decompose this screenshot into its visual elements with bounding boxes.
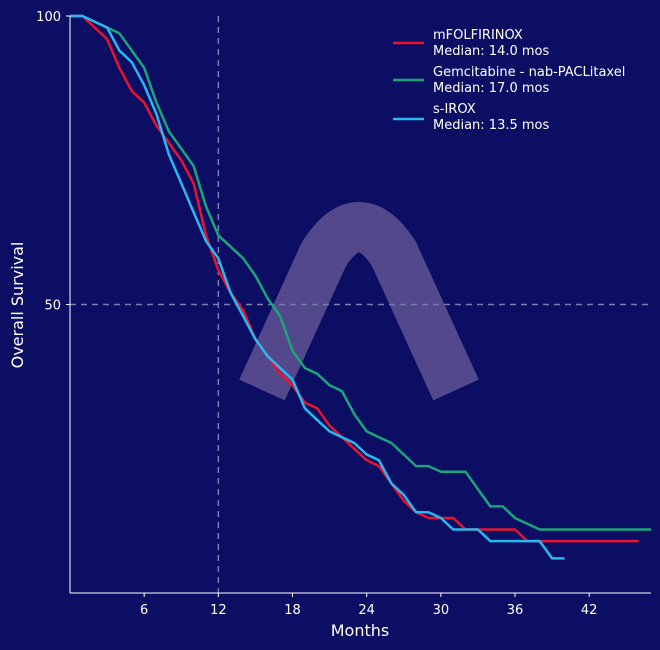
- legend: mFOLFIRINOX Median: 14.0 mos Gemcitabine…: [393, 28, 625, 133]
- ticks: 6 12 18 24 30 36 42 50 100: [36, 10, 597, 618]
- legend-label-s-irox: s-IROX: [433, 102, 476, 117]
- series-line-gemcitabine: [70, 14, 651, 531]
- x-axis-title: Months: [331, 621, 389, 640]
- x-tick-label: 24: [358, 603, 375, 618]
- x-tick-label: 42: [581, 603, 598, 618]
- series-line-s-irox: [70, 14, 565, 560]
- x-tick-label: 12: [210, 603, 227, 618]
- series-line-mfolfirinox: [70, 14, 639, 543]
- x-tick-label: 36: [507, 603, 524, 618]
- legend-label-gemcitabine: Gemcitabine - nab-PACLitaxel: [433, 65, 625, 80]
- y-axis-title: Overall Survival: [8, 242, 27, 369]
- reference-lines: [70, 16, 651, 593]
- series-layer: [70, 14, 651, 560]
- legend-median-gemcitabine: Median: 17.0 mos: [433, 81, 549, 96]
- legend-label-mfolfirinox: mFOLFIRINOX: [433, 28, 523, 43]
- legend-median-mfolfirinox: Median: 14.0 mos: [433, 44, 549, 59]
- y-tick-label: 100: [36, 10, 61, 25]
- watermark-logo-icon: [239, 202, 479, 401]
- legend-median-s-irox: Median: 13.5 mos: [433, 118, 549, 133]
- x-tick-label: 18: [284, 603, 301, 618]
- x-tick-label: 30: [433, 603, 450, 618]
- x-tick-label: 6: [140, 603, 148, 618]
- y-tick-label: 50: [44, 299, 61, 314]
